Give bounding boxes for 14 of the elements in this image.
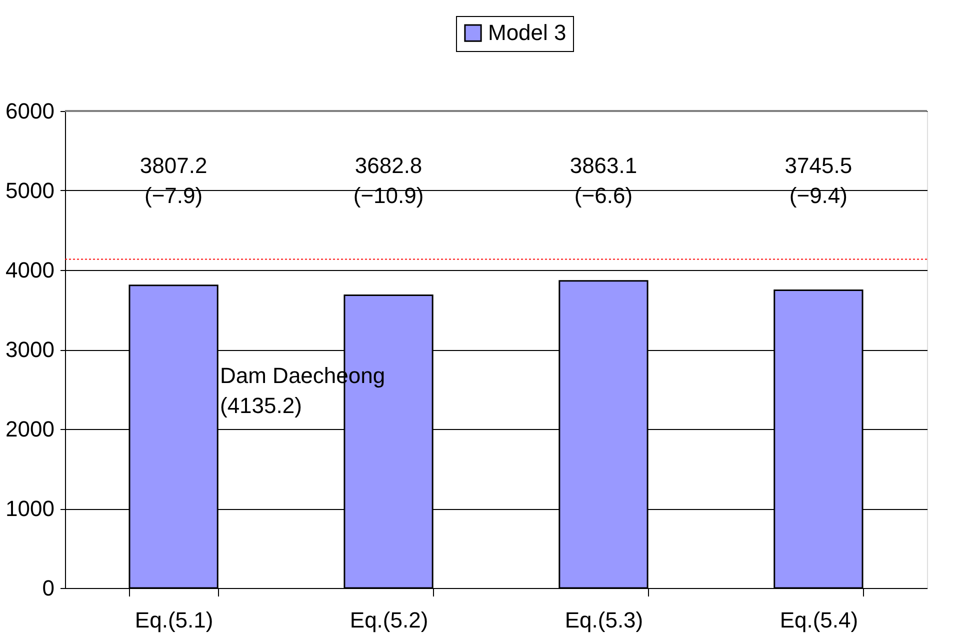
text: 3863.1 (−6.6) (570, 153, 638, 208)
x-tick-label: Eq.(5.4) (780, 608, 858, 632)
x-tick-label: Eq.(5.1) (134, 608, 214, 632)
y-tick-label: 2000 (6, 416, 54, 442)
y-tick-label: 4000 (6, 258, 54, 282)
y-tick-label: 1000 (6, 496, 54, 521)
x-tick-label: Eq.(5.2) (350, 608, 428, 632)
y-tick-label: 5000 (6, 178, 54, 203)
legend-label: Model 3 (488, 20, 566, 45)
text: 3807.2 (−7.9) (140, 153, 208, 208)
y-tick-label: 3000 (6, 337, 54, 362)
y-tick-label: 6000 (6, 98, 54, 124)
x-tick-label: Eq.(5.3) (564, 608, 644, 632)
y-tick-label: 0 (42, 576, 54, 600)
